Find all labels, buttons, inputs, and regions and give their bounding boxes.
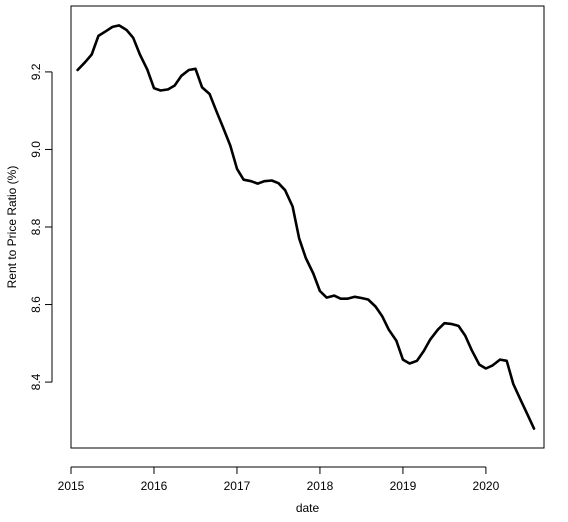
- y-axis: 8.4 8.6 8.8 9.0 9.2: [29, 63, 53, 390]
- plot-frame: [70, 5, 545, 449]
- x-tick-label: 2015: [58, 479, 85, 493]
- x-axis: 2015 2016 2017 2018 2019 2020: [58, 466, 500, 493]
- x-tick-label: 2018: [307, 479, 334, 493]
- y-tick-label: 8.4: [29, 373, 43, 390]
- y-tick-label: 9.0: [29, 141, 43, 158]
- y-tick-label: 9.2: [29, 63, 43, 80]
- series-layer: [76, 24, 536, 430]
- x-tick-label: 2016: [141, 479, 168, 493]
- series-line: [76, 24, 536, 430]
- x-axis-label: date: [296, 501, 320, 515]
- y-tick-label: 8.6: [29, 296, 43, 313]
- x-tick-label: 2017: [224, 479, 251, 493]
- x-tick-label: 2019: [390, 479, 417, 493]
- y-tick-label: 8.8: [29, 218, 43, 235]
- x-tick-label: 2020: [473, 479, 500, 493]
- y-axis-label: Rent to Price Ratio (%): [5, 166, 19, 289]
